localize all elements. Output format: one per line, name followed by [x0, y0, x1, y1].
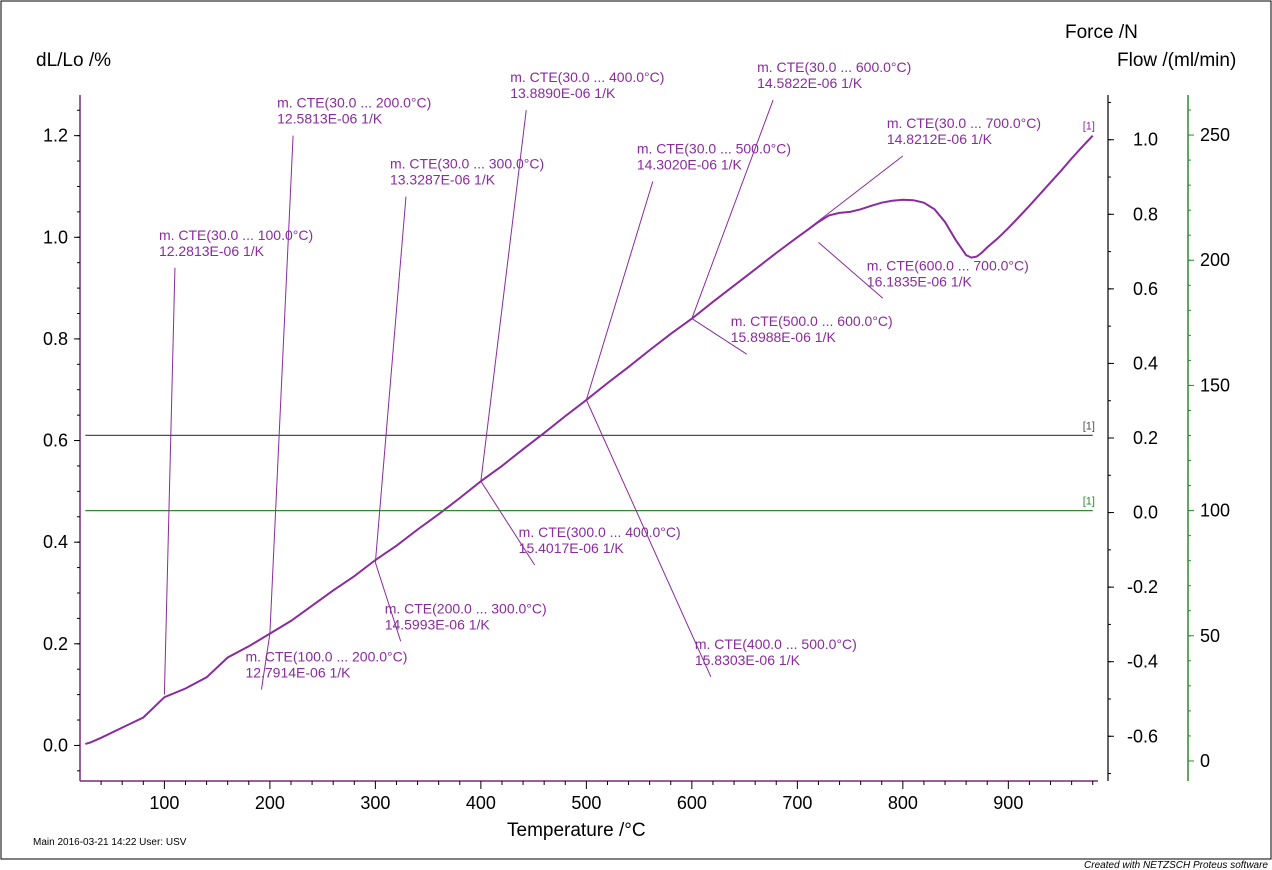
- cte-annotation-10-line-1: 15.8988E-06 1/K: [731, 329, 837, 345]
- cte-leader-line-6: [480, 480, 536, 566]
- cte-leader-line-10: [691, 318, 747, 355]
- flow-tick-label-2: 100: [1200, 501, 1230, 521]
- cte-annotation-10-line-0: m. CTE(500.0 ... 600.0°C): [731, 313, 893, 329]
- series-layer: [1] [1] [1]: [85, 121, 1095, 745]
- dl-curve: [85, 135, 1094, 745]
- left-y-tick-label-1: 0.2: [43, 634, 68, 654]
- flow-tick-label-5: 250: [1200, 125, 1230, 145]
- cte-annotation-6-line-0: m. CTE(300.0 ... 400.0°C): [519, 524, 681, 540]
- cte-leader-line-1: [260, 633, 271, 690]
- x-tick-label-8: 900: [993, 793, 1023, 813]
- left-y-tick-label-6: 1.2: [43, 126, 68, 146]
- cte-annotation-1-line-0: m. CTE(100.0 ... 200.0°C): [245, 649, 407, 665]
- cte-annotation-4-line-0: m. CTE(200.0 ... 300.0°C): [385, 600, 547, 616]
- left-y-tick-label-2: 0.4: [43, 532, 68, 552]
- cte-leader-line-0: [163, 267, 176, 695]
- x-tick-label-7: 800: [888, 793, 918, 813]
- cte-leader-line-2: [269, 135, 294, 634]
- cte-annotation-5-line-0: m. CTE(30.0 ... 400.0°C): [510, 69, 664, 85]
- cte-leader-line-11: [797, 155, 904, 238]
- cte-annotation-11-line-1: 14.8212E-06 1/K: [887, 131, 993, 147]
- force-tick-label-8: 1.0: [1133, 130, 1158, 150]
- cte-annotation-11-line-0: m. CTE(30.0 ... 700.0°C): [887, 115, 1041, 131]
- flow-tick-label-1: 50: [1200, 626, 1220, 646]
- flow-tick-label-3: 150: [1200, 375, 1230, 395]
- force-curve-tag: [1]: [1083, 420, 1095, 432]
- cte-leader-line-12: [818, 241, 884, 299]
- force-tick-label-2: -0.2: [1127, 577, 1158, 597]
- force-tick-label-7: 0.8: [1133, 204, 1158, 224]
- force-tick-label-3: 0.0: [1133, 503, 1158, 523]
- ticks-layer: 100 200 300 400 500 600 700 800 9000.00.20.40.60…: [43, 101, 1230, 813]
- left-y-axis-title: dL/Lo /%: [36, 50, 111, 71]
- annotation-layer: m. CTE(30.0 ... 100.0°C)12.2813E-06 1/K m…: [159, 59, 1041, 695]
- flow-tick-label-4: 200: [1200, 250, 1230, 270]
- force-tick-label-0: -0.6: [1127, 726, 1158, 746]
- cte-annotation-2-line-1: 12.5813E-06 1/K: [277, 111, 383, 127]
- footer-info: Main 2016-03-21 14:22 User: USV: [33, 837, 187, 848]
- x-tick-label-4: 500: [571, 793, 601, 813]
- x-tick-label-2: 300: [360, 793, 390, 813]
- cte-annotation-4-line-1: 14.5993E-06 1/K: [385, 616, 491, 632]
- force-tick-label-5: 0.4: [1133, 353, 1158, 373]
- force-axis-title: Force /N: [1065, 22, 1138, 43]
- x-tick-label-3: 400: [466, 793, 496, 813]
- cte-annotation-9-line-1: 14.5822E-06 1/K: [757, 75, 863, 91]
- cte-annotation-7-line-1: 14.3020E-06 1/K: [637, 156, 743, 172]
- cte-annotation-7-line-0: m. CTE(30.0 ... 500.0°C): [637, 140, 791, 156]
- cte-annotation-8-line-0: m. CTE(400.0 ... 500.0°C): [695, 636, 857, 652]
- cte-leader-line-9: [691, 99, 774, 319]
- force-tick-label-4: 0.2: [1133, 428, 1158, 448]
- cte-leader-line-5: [480, 110, 527, 482]
- cte-annotation-9-line-0: m. CTE(30.0 ... 600.0°C): [757, 59, 911, 75]
- left-y-tick-label-4: 0.8: [43, 329, 68, 349]
- x-tick-label-0: 100: [149, 793, 179, 813]
- cte-annotation-2-line-0: m. CTE(30.0 ... 200.0°C): [277, 95, 431, 111]
- cte-annotation-6-line-1: 15.4017E-06 1/K: [519, 540, 625, 556]
- cte-annotation-3-line-1: 13.3287E-06 1/K: [390, 172, 496, 188]
- cte-leader-line-4: [374, 562, 402, 642]
- x-tick-label-1: 200: [255, 793, 285, 813]
- cte-annotation-5-line-1: 13.8890E-06 1/K: [510, 85, 616, 101]
- cte-leader-line-8: [585, 399, 712, 678]
- left-y-tick-label-0: 0.0: [43, 735, 68, 755]
- cte-annotation-0-line-0: m. CTE(30.0 ... 100.0°C): [159, 227, 313, 243]
- cte-annotation-3-line-0: m. CTE(30.0 ... 300.0°C): [390, 156, 544, 172]
- cte-annotation-12-line-1: 16.1835E-06 1/K: [867, 273, 973, 289]
- cte-annotation-8-line-1: 15.8303E-06 1/K: [695, 652, 801, 668]
- x-tick-label-6: 700: [782, 793, 812, 813]
- flow-curve-tag: [1]: [1083, 496, 1095, 508]
- cte-leader-line-3: [374, 196, 407, 563]
- left-y-tick-label-5: 1.0: [43, 227, 68, 247]
- cte-annotation-1-line-1: 12.7914E-06 1/K: [245, 665, 351, 681]
- force-tick-label-6: 0.6: [1133, 279, 1158, 299]
- cte-leader-line-7: [585, 181, 654, 401]
- flow-axis-title: Flow /(ml/min): [1117, 50, 1236, 71]
- left-y-tick-label-3: 0.6: [43, 431, 68, 451]
- cte-annotation-12-line-0: m. CTE(600.0 ... 700.0°C): [867, 257, 1029, 273]
- software-credit: Created with NETZSCH Proteus software: [1084, 860, 1268, 870]
- dl-curve-tag: [1]: [1083, 121, 1095, 133]
- x-tick-label-5: 600: [677, 793, 707, 813]
- cte-annotation-0-line-1: 12.2813E-06 1/K: [159, 243, 265, 259]
- force-tick-label-1: -0.4: [1127, 652, 1158, 672]
- flow-tick-label-0: 0: [1200, 751, 1210, 771]
- x-axis-title: Temperature /°C: [507, 820, 646, 841]
